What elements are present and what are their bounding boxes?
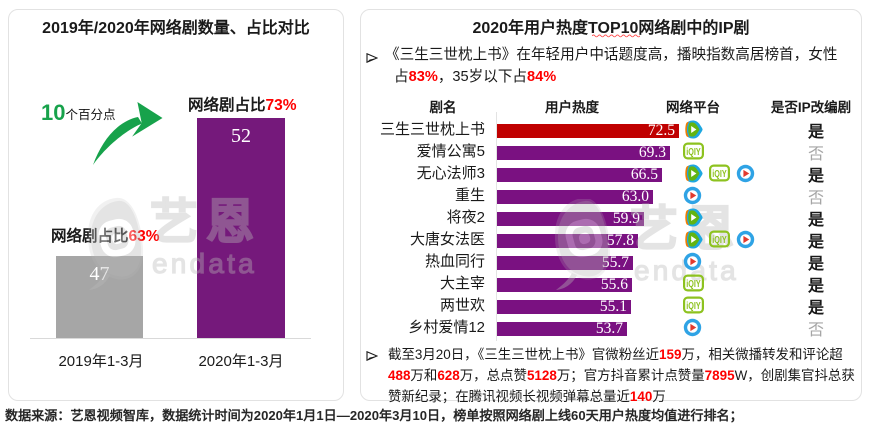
svg-text:iQIY: iQIY <box>686 278 701 290</box>
svg-text:iQIY: iQIY <box>712 168 727 180</box>
svg-text:艺恩: 艺恩 <box>630 203 742 256</box>
svg-text:endata: endata <box>152 248 257 279</box>
svg-text:iQIY: iQIY <box>712 234 727 246</box>
svg-text:艺恩: 艺恩 <box>150 196 262 249</box>
svg-text:iQIY: iQIY <box>686 300 701 312</box>
svg-text:iQIY: iQIY <box>686 146 701 158</box>
